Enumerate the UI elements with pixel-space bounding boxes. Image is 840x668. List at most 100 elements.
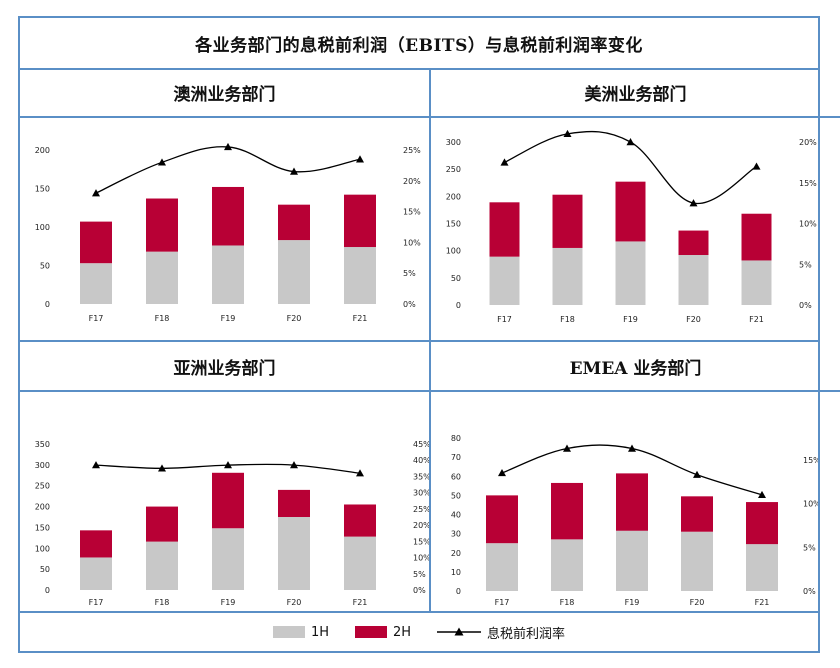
- x-tick-label: F21: [353, 598, 368, 607]
- y-tick-label: 50: [40, 565, 50, 574]
- x-tick-label: F19: [623, 315, 638, 324]
- panel-title-australia: 澳洲业务部门: [20, 68, 429, 118]
- bar-2h: [552, 194, 583, 248]
- panel-title-americas: 美洲业务部门: [431, 68, 840, 118]
- bar-1h: [278, 517, 310, 590]
- y-tick-label: 100: [35, 223, 50, 232]
- y-tick-label: 200: [35, 146, 50, 155]
- x-tick-label: F18: [560, 315, 575, 324]
- y2-tick-label: 10%: [803, 500, 818, 509]
- y-tick-label: 100: [446, 247, 461, 256]
- y-tick-label: 250: [446, 165, 461, 174]
- panel-emea: EMEA 业务部门 0 10 20 30 40 50 60 70 80 0% 5% 10% 15% F17…: [431, 342, 840, 614]
- bar-1h: [146, 541, 178, 590]
- x-tick-label: F17: [497, 315, 512, 324]
- y-tick-label: 0: [456, 587, 461, 596]
- x-tick-label: F20: [287, 598, 302, 607]
- y-tick-label: 30: [451, 530, 461, 539]
- bar-2h: [746, 502, 778, 545]
- y-tick-label: 350: [35, 440, 50, 449]
- y2-tick-label: 0%: [413, 586, 426, 595]
- x-tick-label: F20: [690, 598, 705, 607]
- figure-frame: 各业务部门的息税前利润（EBITS）与息税前利润率变化 澳洲业务部门 0 50 10…: [18, 16, 840, 653]
- y-tick-label: 100: [35, 544, 50, 553]
- y2-tick-label: 5%: [799, 260, 812, 269]
- margin-point: [92, 461, 100, 469]
- y-tick-label: 300: [35, 461, 50, 470]
- panel-title-asia: 亚洲业务部门: [20, 342, 429, 392]
- bar-1h: [486, 543, 518, 591]
- y-tick-label: 20: [451, 549, 461, 558]
- x-tick-label: F19: [221, 598, 236, 607]
- y2-tick-label: 15%: [799, 179, 817, 188]
- margin-point: [498, 468, 506, 477]
- y2-tick-label: 25%: [403, 146, 421, 155]
- bar-1h: [615, 241, 646, 305]
- bar-2h: [146, 506, 178, 542]
- bar-2h: [344, 504, 376, 537]
- margin-point: [626, 138, 635, 146]
- y-tick-label: 50: [451, 491, 461, 500]
- y-tick-label: 60: [451, 472, 461, 481]
- y2-tick-label: 20%: [799, 138, 817, 147]
- y-tick-label: 10: [451, 568, 461, 577]
- bar-2h: [80, 530, 112, 558]
- legend-label-1h: 1H: [310, 624, 329, 640]
- legend-swatch-2h: [354, 626, 387, 638]
- margin-point: [356, 469, 364, 477]
- legend-item-1h: 1H: [272, 624, 329, 640]
- x-tick-label: F19: [625, 598, 640, 607]
- bar-2h: [741, 213, 772, 261]
- margin-point: [563, 129, 572, 138]
- panel-title-emea: EMEA 业务部门: [431, 342, 840, 392]
- bar-2h: [678, 230, 709, 256]
- x-tick-label: F17: [89, 314, 104, 323]
- margin-line: [95, 146, 361, 194]
- y2-tick-label: 30%: [413, 489, 429, 498]
- y-tick-label: 200: [446, 192, 461, 201]
- bar-1h: [344, 247, 376, 304]
- bar-2h: [278, 489, 310, 517]
- y-tick-label: 0: [45, 586, 50, 595]
- bar-2h: [681, 496, 713, 532]
- margin-point: [290, 461, 298, 469]
- bar-1h: [746, 544, 778, 591]
- y2-tick-label: 15%: [803, 456, 818, 465]
- y-tick-label: 250: [35, 482, 50, 491]
- bar-2h: [489, 202, 520, 257]
- panel-asia: 亚洲业务部门 0 50 100 150 200 250 300 350 0% 5% 10% 15% 20…: [20, 342, 429, 614]
- bar-2h: [212, 472, 244, 529]
- y-tick-label: 150: [35, 523, 50, 532]
- margin-point: [693, 470, 701, 478]
- main-title: 各业务部门的息税前利润（EBITS）与息税前利润率变化: [20, 18, 818, 70]
- legend-item-2h: 2H: [354, 625, 411, 640]
- bar-2h: [486, 495, 518, 544]
- margin-point: [752, 162, 761, 170]
- y2-tick-label: 0%: [799, 301, 812, 310]
- y-tick-label: 40: [451, 511, 461, 520]
- margin-point: [224, 461, 232, 469]
- x-tick-label: F20: [686, 315, 701, 324]
- bar-2h: [616, 473, 648, 531]
- y2-tick-label: 15%: [403, 208, 421, 217]
- y2-tick-label: 35%: [413, 472, 429, 481]
- x-tick-label: F19: [221, 314, 236, 323]
- bar-2h: [615, 181, 646, 242]
- margin-point: [290, 167, 298, 175]
- x-tick-label: F17: [89, 598, 104, 607]
- legend-swatch-1h: [272, 626, 305, 638]
- legend-item-margin: 息税前利润率: [437, 623, 565, 642]
- x-tick-label: F18: [155, 598, 170, 607]
- x-tick-label: F18: [560, 598, 575, 607]
- bar-1h: [741, 260, 772, 305]
- bar-2h: [212, 186, 244, 246]
- y-tick-label: 150: [446, 220, 461, 229]
- y2-tick-label: 25%: [413, 505, 429, 514]
- x-tick-label: F20: [287, 314, 302, 323]
- y-tick-label: 300: [446, 138, 461, 147]
- legend: 1H 2H 息税前利润率: [20, 611, 818, 651]
- y2-tick-label: 20%: [413, 521, 429, 530]
- y2-tick-label: 20%: [403, 177, 421, 186]
- y2-tick-label: 5%: [403, 269, 416, 278]
- y2-tick-label: 40%: [413, 456, 429, 465]
